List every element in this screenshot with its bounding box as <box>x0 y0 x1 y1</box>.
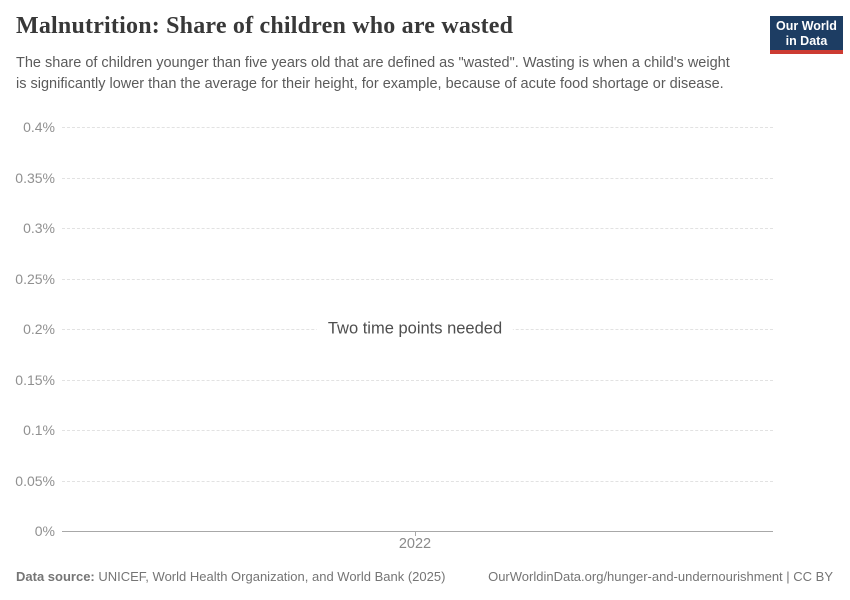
y-axis-tick-label: 0% <box>34 523 55 539</box>
chart-placeholder-message: Two time points needed <box>316 316 514 342</box>
plot-area: 2022 Two time points needed <box>62 127 773 552</box>
y-axis-tick-label: 0.1% <box>23 422 55 438</box>
gridline <box>62 480 773 482</box>
data-source-text: UNICEF, World Health Organization, and W… <box>94 569 446 584</box>
y-axis: 0.4% 0.35% 0.3% 0.25% 0.2% 0.15% 0.1% 0.05% 0% <box>0 119 55 539</box>
y-axis-tick-label: 0.3% <box>23 220 55 236</box>
gridline <box>62 177 773 179</box>
data-source-note: Data source: UNICEF, World Health Organi… <box>16 569 445 584</box>
gridline <box>62 228 773 229</box>
gridline <box>62 278 773 280</box>
page-title: Malnutrition: Share of children who are … <box>16 13 514 39</box>
y-axis-tick-label: 0.2% <box>23 321 55 337</box>
gridline <box>62 430 773 431</box>
owid-logo[interactable]: Our World in Data <box>770 16 843 54</box>
data-source-label: Data source: <box>16 569 95 584</box>
owid-logo-line2: in Data <box>785 33 828 48</box>
x-axis-tick-label: 2022 <box>398 536 432 552</box>
x-axis-line <box>62 531 773 532</box>
gridline <box>62 127 773 128</box>
gridline <box>62 379 773 381</box>
owid-logo-line1: Our World <box>776 19 837 33</box>
page-subtitle: The share of children younger than five … <box>16 55 730 92</box>
y-axis-tick-label: 0.15% <box>15 371 55 388</box>
chart-footer: Data source: UNICEF, World Health Organi… <box>16 569 833 584</box>
owid-cc-link[interactable]: OurWorldinData.org/hunger-and-undernouri… <box>488 569 833 584</box>
y-axis-tick-label: 0.25% <box>15 270 55 287</box>
y-axis-tick-label: 0.35% <box>15 169 55 186</box>
x-axis-tick-mark <box>415 531 416 536</box>
y-axis-tick-label: 0.05% <box>15 472 55 489</box>
y-axis-tick-label: 0.4% <box>23 119 55 135</box>
